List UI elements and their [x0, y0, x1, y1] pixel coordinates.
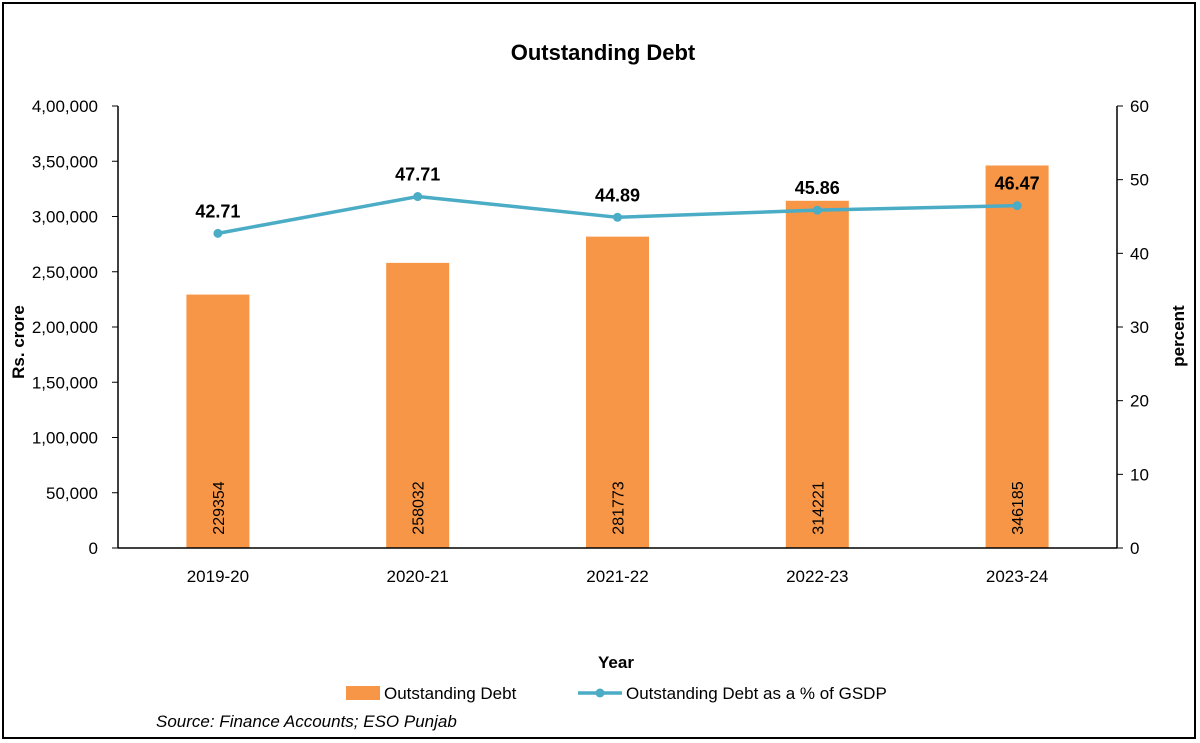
bar — [586, 236, 649, 548]
bar — [985, 165, 1049, 548]
bar — [386, 262, 450, 548]
line-point — [812, 205, 822, 215]
bar — [186, 294, 250, 548]
line-value-label: 42.71 — [195, 201, 240, 221]
line-point — [413, 192, 423, 202]
y2-tick-label: 40 — [1130, 244, 1149, 263]
bar-value-label: 314221 — [810, 481, 827, 534]
y2-tick-label: 10 — [1130, 465, 1149, 484]
y-tick-label: 50,000 — [46, 484, 98, 503]
legend-label-gsdp: Outstanding Debt as a % of GSDP — [626, 684, 887, 703]
y-tick-label: 4,00,000 — [32, 97, 98, 116]
y-tick-label: 2,50,000 — [32, 263, 98, 282]
y-tick-label: 1,00,000 — [32, 429, 98, 448]
line-value-label: 45.86 — [795, 178, 840, 198]
bar-value-label: 346185 — [1010, 481, 1027, 534]
source-note: Source: Finance Accounts; ESO Punjab — [156, 712, 457, 731]
y2-tick-label: 50 — [1130, 171, 1149, 190]
line-value-label: 44.89 — [595, 185, 640, 205]
x-tick-label: 2022-23 — [786, 567, 848, 586]
bar-value-label: 229354 — [211, 481, 228, 534]
y2-tick-label: 60 — [1130, 97, 1149, 116]
y-tick-label: 2,00,000 — [32, 318, 98, 337]
line-point — [1012, 201, 1022, 211]
line-series: 42.71 47.71 44.89 45.86 46.47 — [195, 165, 1040, 238]
line-value-label: 47.71 — [395, 165, 440, 185]
y-axis-title: Rs. crore — [9, 305, 28, 379]
line-value-label: 46.47 — [995, 174, 1040, 194]
line-point — [613, 212, 622, 222]
x-tick-label: 2021-22 — [586, 567, 648, 586]
y-tick-label: 0 — [89, 539, 98, 558]
x-tick-label: 2020-21 — [387, 567, 449, 586]
bar-value-label: 258032 — [411, 481, 428, 534]
bar — [785, 200, 849, 548]
y-tick-label: 3,00,000 — [32, 208, 98, 227]
legend-label-outstanding-debt: Outstanding Debt — [384, 684, 517, 703]
chart-title: Outstanding Debt — [511, 40, 696, 65]
x-tick-label: 2023-24 — [986, 567, 1048, 586]
x-axis-title: Year — [598, 653, 634, 672]
y2-axis-title: percent — [1169, 305, 1188, 367]
left-axis-ticks: 0 50,000 1,00,000 1,50,000 2,00,000 2,50,000 3… — [32, 97, 118, 558]
y2-tick-label: 30 — [1130, 318, 1149, 337]
category-labels: 2019-20 2020-21 2021-22 2022-23 2023-24 — [187, 567, 1049, 586]
bar-series: 229354 258032 281773 314221 346185 — [186, 165, 1049, 548]
right-axis-ticks: 0 10 20 30 40 50 60 — [1117, 97, 1149, 558]
y-tick-label: 3,50,000 — [32, 152, 98, 171]
legend-marker-gsdp — [595, 688, 605, 698]
line-point — [213, 228, 223, 238]
bar-value-label: 281773 — [611, 481, 628, 534]
y2-tick-label: 20 — [1130, 392, 1149, 411]
legend-swatch-outstanding-debt — [346, 686, 380, 700]
legend: Outstanding Debt Outstanding Debt as a %… — [346, 684, 887, 703]
x-tick-label: 2019-20 — [187, 567, 249, 586]
y-tick-label: 1,50,000 — [32, 373, 98, 392]
y2-tick-label: 0 — [1130, 539, 1139, 558]
